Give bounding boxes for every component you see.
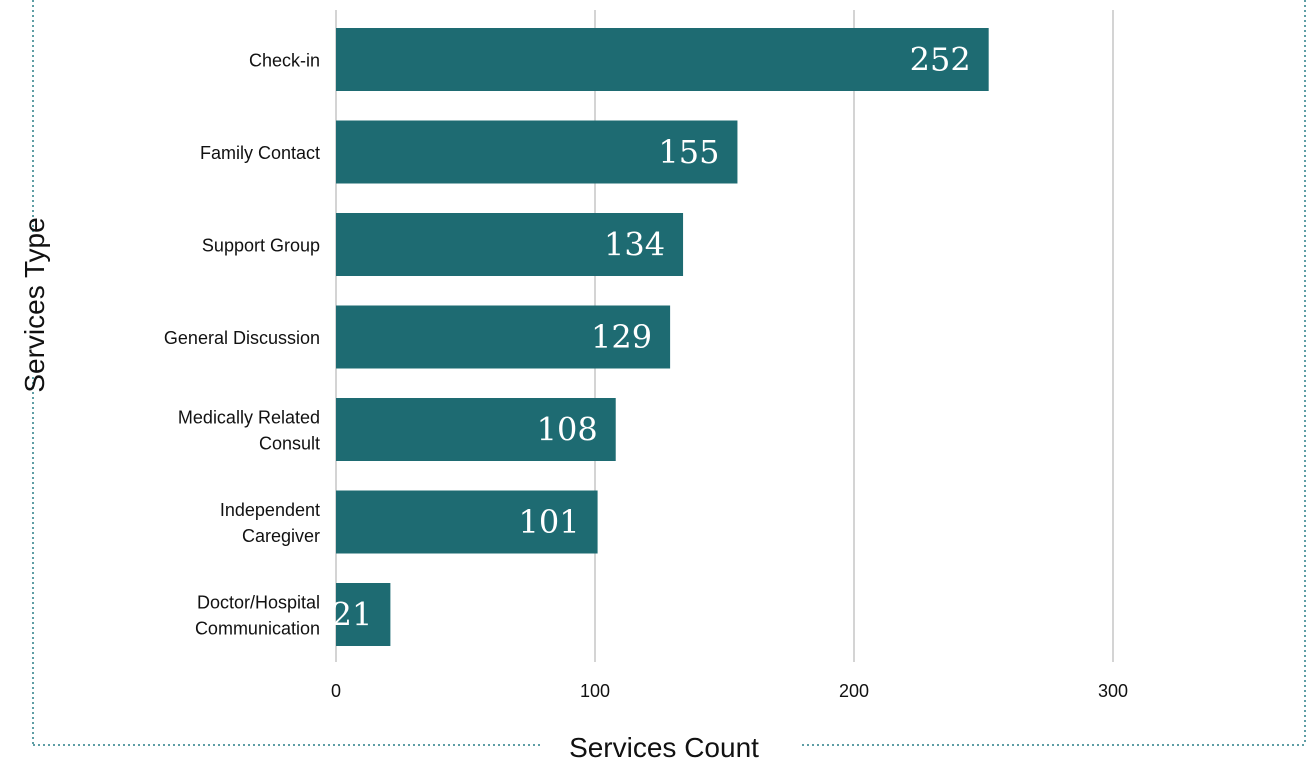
x-tick-label: 0 bbox=[331, 681, 341, 701]
bar-value-label: 101 bbox=[519, 503, 580, 541]
bar-value-label: 252 bbox=[910, 41, 971, 79]
bar bbox=[336, 120, 738, 184]
bar bbox=[336, 583, 391, 646]
bar bbox=[336, 490, 598, 554]
bar bbox=[336, 213, 684, 276]
y-category-label: Family Contact bbox=[200, 143, 320, 163]
bar-value-label: 108 bbox=[537, 411, 598, 449]
x-axis-title: Services Count bbox=[569, 732, 759, 763]
y-category-label: Doctor/Hospital Communication bbox=[195, 593, 320, 639]
x-tick-label: 300 bbox=[1098, 681, 1128, 701]
y-category-label: Medically Related Consult bbox=[178, 408, 320, 454]
x-axis-title-background bbox=[559, 732, 770, 763]
bar bbox=[336, 398, 616, 461]
y-category-label: Independent Caregiver bbox=[220, 500, 320, 546]
x-tick-label: 100 bbox=[580, 681, 610, 701]
bar bbox=[336, 28, 989, 91]
y-axis-title: Services Type bbox=[19, 217, 50, 392]
y-category-label: General Discussion bbox=[164, 328, 320, 348]
bar-value-label: 21 bbox=[332, 596, 373, 634]
bar-value-label: 134 bbox=[604, 226, 665, 264]
bar-value-label: 129 bbox=[591, 318, 652, 356]
y-category-label: Check-in bbox=[249, 51, 320, 71]
x-tick-label: 200 bbox=[839, 681, 869, 701]
bar-value-label: 155 bbox=[658, 133, 719, 171]
bar bbox=[336, 305, 671, 369]
y-category-label: Support Group bbox=[202, 236, 320, 256]
